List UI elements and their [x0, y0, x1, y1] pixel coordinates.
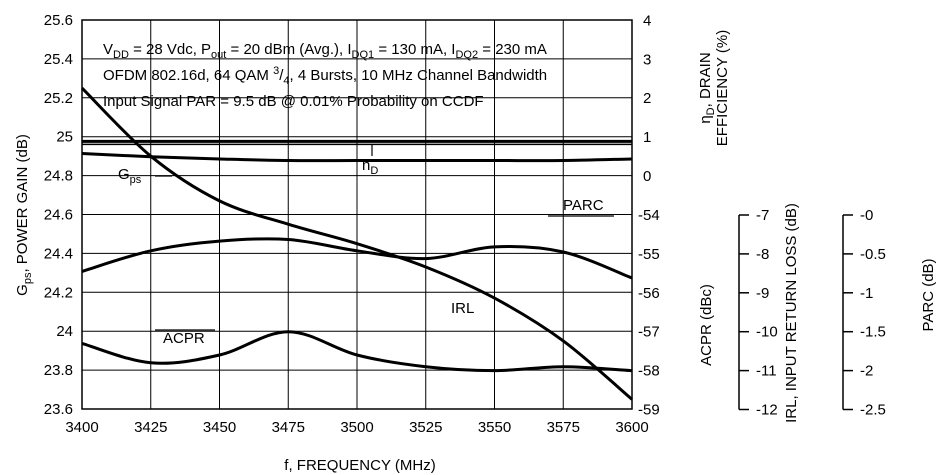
x-tick-label: 3425: [134, 419, 167, 436]
acpr-series-label: ACPR: [163, 330, 205, 347]
left-tick-label: 25.4: [44, 51, 73, 68]
parc-tick-label: -2.5: [860, 402, 886, 419]
acpr-tick-label: -55: [638, 246, 660, 263]
acpr-tick-label: -57: [638, 324, 660, 341]
left-tick-label: 24.8: [44, 168, 73, 185]
irl-series-label: IRL: [451, 300, 474, 317]
plot-frame: [81, 19, 633, 410]
irl-tick-label: -7: [756, 207, 769, 224]
drain-efficiency-tick-label: 1: [643, 129, 651, 146]
x-tick-label: 3475: [272, 419, 305, 436]
left-tick-label: 24: [56, 323, 73, 340]
x-tick-label: 3400: [65, 419, 98, 436]
x-tick-label: 3600: [615, 419, 648, 436]
drain-efficiency-axis-title-2: EFFICIENCY (%): [714, 30, 731, 146]
left-tick-label: 24.4: [44, 245, 73, 262]
gps-series-line: [80, 87, 633, 401]
parc-tick-label: -0.5: [860, 246, 886, 263]
conditions-line-3: Input Signal PAR = 9.5 dB @ 0.01% Probab…: [103, 93, 484, 110]
parc-series-line: [81, 152, 633, 163]
irl-series-line: [81, 237, 633, 280]
left-tick-label: 23.6: [44, 401, 73, 418]
acpr-axis-title: ACPR (dBc): [698, 284, 715, 366]
x-tick-label: 3450: [203, 419, 236, 436]
tick-group: 3400 3425 3450 3475 3500 3525 3550 3575 360023.6…: [44, 12, 886, 436]
drain-efficiency-tick-label: 4: [643, 12, 651, 29]
drain-efficiency-tick-label: 2: [643, 90, 651, 107]
parc-tick-label: -2: [860, 363, 873, 380]
left-tick-label: 24.2: [44, 284, 73, 301]
left-tick-label: 25.2: [44, 90, 73, 107]
grid: [82, 20, 632, 409]
parc-series-label: PARC: [563, 197, 604, 214]
acpr-tick-label: -54: [638, 207, 660, 224]
parc-axis-title: PARC (dB): [920, 258, 937, 331]
irl-axis-title: IRL, INPUT RETURN LOSS (dB): [783, 203, 800, 423]
left-tick-label: 23.8: [44, 362, 73, 379]
drain-efficiency-tick-label: 3: [643, 51, 651, 68]
acpr-tick-label: -56: [638, 285, 660, 302]
series-group: [80, 87, 633, 401]
gps-series-label: Gps: [118, 166, 142, 186]
left-tick-label: 25.6: [44, 12, 73, 29]
x-tick-label: 3575: [547, 419, 580, 436]
hd-series-label: hD: [362, 157, 378, 177]
irl-tick-label: -11: [756, 363, 777, 380]
irl-tick-label: -8: [756, 246, 769, 263]
acpr-series-line: [81, 330, 633, 373]
x-tick-label: 3525: [409, 419, 442, 436]
irl-tick-label: -12: [756, 402, 778, 419]
parc-tick-label: -1.5: [860, 324, 886, 341]
x-tick-label: 3550: [478, 419, 511, 436]
acpr-tick-label: -59: [638, 402, 660, 419]
x-axis-title: f, FREQUENCY (MHz): [284, 457, 435, 474]
parc-tick-label: -1: [860, 285, 873, 302]
irl-tick-label: -10: [756, 324, 778, 341]
x-tick-label: 3500: [340, 419, 373, 436]
irl-tick-label: -9: [756, 285, 769, 302]
acpr-tick-label: -58: [638, 363, 660, 380]
drain-efficiency-axis-title-1: ηD, DRAIN: [697, 52, 717, 123]
parc-tick-label: -0: [860, 207, 873, 224]
left-tick-label: 24.6: [44, 207, 73, 224]
left-axis-title: Gps, POWER GAIN (dB): [14, 134, 34, 296]
conditions-line-1: VDD = 28 Vdc, Pout = 20 dBm (Avg.), IDQ1…: [103, 41, 547, 61]
left-tick-label: 25: [56, 129, 73, 146]
conditions-line-2: OFDM 802.16d, 64 QAM 3/4, 4 Bursts, 10 M…: [103, 65, 547, 87]
drain-efficiency-tick-label: 0: [643, 168, 651, 185]
